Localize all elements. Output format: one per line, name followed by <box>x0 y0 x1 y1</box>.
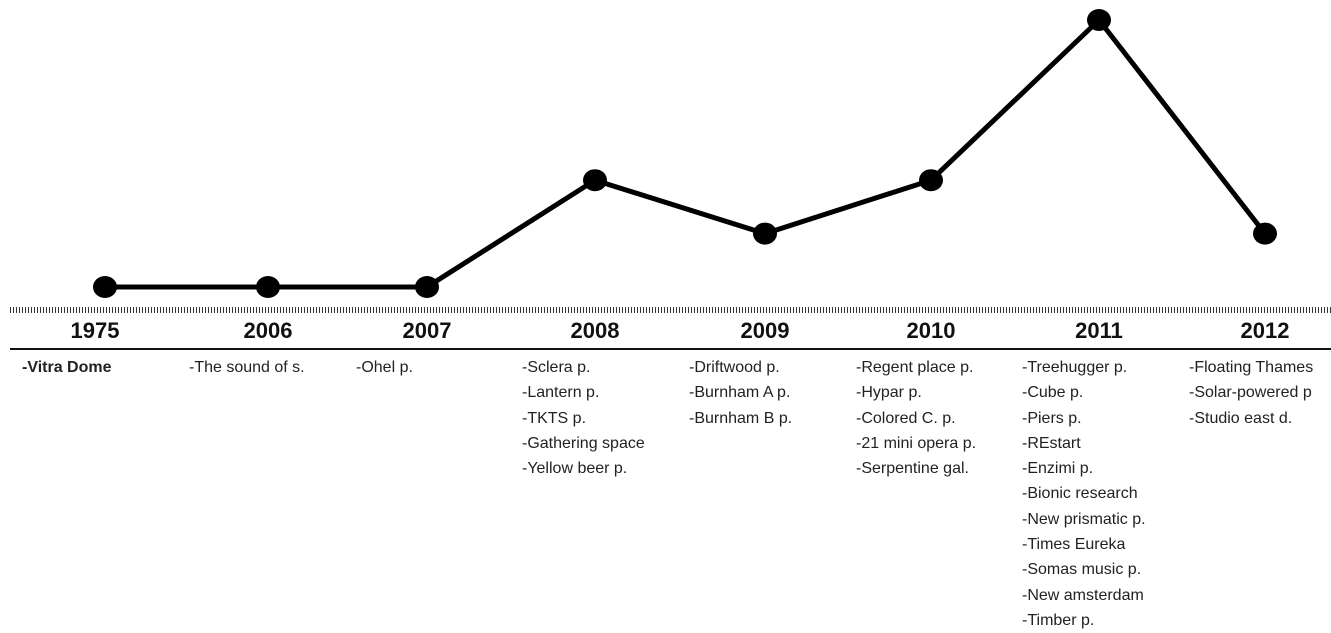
data-point-2010 <box>919 169 943 192</box>
project-item: -Vitra Dome <box>22 359 112 376</box>
series-line <box>105 17 1267 290</box>
project-item: -Serpentine gal. <box>856 460 969 478</box>
year-label-2012: 2012 <box>1240 318 1290 343</box>
project-item: -Times Eureka <box>1022 536 1126 554</box>
project-column-2010: -Regent place p. -Hypar p. -Colored C. p. -… <box>856 355 976 481</box>
project-column-2009: -Driftwood p. -Burnham A p. -Burnham B p. <box>689 355 792 431</box>
project-item: -Driftwood p. <box>689 359 780 376</box>
project-item: -REstart <box>1022 434 1081 452</box>
project-item: -Somas music p. <box>1022 561 1142 579</box>
year-label-2011: 2011 <box>1075 318 1123 343</box>
project-item: -Floating Thames <box>1189 359 1314 376</box>
project-item: -Piers p. <box>1022 409 1082 427</box>
project-item: -Treehugger p. <box>1022 359 1128 376</box>
year-axis: 1975 2006 2007 2008 2009 2010 2011 2012 <box>0 316 1331 346</box>
project-item: -Burnham A p. <box>689 384 791 402</box>
project-item: -TKTS p. <box>522 409 587 427</box>
project-column-1975: -Vitra Dome <box>22 355 112 380</box>
data-point-2012 <box>1253 222 1277 245</box>
project-column-2006: -The sound of s. <box>189 355 305 380</box>
data-point-1975 <box>93 276 117 298</box>
data-point-2006 <box>256 276 280 298</box>
project-item: -Bionic research <box>1022 485 1138 503</box>
project-item: -Lantern p. <box>522 384 600 402</box>
project-item: -Gathering space <box>522 434 645 452</box>
project-item: -Timber p. <box>1022 611 1095 629</box>
project-item: -Ohel p. <box>356 359 413 376</box>
project-column-2011: -Treehugger p. -Cube p. -Piers p. -REstart -… <box>1022 355 1146 633</box>
year-label-2007: 2007 <box>402 318 452 343</box>
axis-baseline <box>10 348 1331 350</box>
project-item: -Cube p. <box>1022 384 1084 402</box>
project-item: -Sclera p. <box>522 359 591 376</box>
project-column-2008: -Sclera p. -Lantern p. -TKTS p. -Gathering … <box>522 355 645 481</box>
project-column-2007: -Ohel p. <box>356 355 413 380</box>
project-item: -Yellow beer p. <box>522 460 628 478</box>
project-item: -Studio east d. <box>1189 409 1293 427</box>
project-item: -New prismatic p. <box>1022 510 1146 528</box>
tick-ruler <box>10 307 1331 313</box>
year-label-2006: 2006 <box>243 318 293 343</box>
data-point-2009 <box>753 222 777 245</box>
year-label-1975: 1975 <box>70 318 120 343</box>
project-columns: -Vitra Dome -The sound of s. -Ohel p. -Scle… <box>0 355 1331 630</box>
line-chart <box>93 9 1277 298</box>
year-label-2010: 2010 <box>906 318 956 343</box>
data-point-2007 <box>415 276 439 298</box>
project-item: -Regent place p. <box>856 359 974 376</box>
project-item: -Burnham B p. <box>689 409 793 427</box>
year-label-2009: 2009 <box>740 318 790 343</box>
project-item: -Enzimi p. <box>1022 460 1094 478</box>
project-item: -Colored C. p. <box>856 409 956 427</box>
project-item: -21 mini opera p. <box>856 434 977 452</box>
project-item: -Hypar p. <box>856 384 922 402</box>
data-point-2008 <box>583 169 607 192</box>
project-column-2012: -Floating Thames -Solar-powered p -Studio … <box>1189 355 1313 431</box>
project-item: -New amsterdam <box>1022 586 1144 604</box>
project-item: -Solar-powered p <box>1189 384 1312 402</box>
project-item: -The sound of s. <box>189 359 305 376</box>
data-point-2011 <box>1087 9 1111 31</box>
year-label-2008: 2008 <box>570 318 620 343</box>
